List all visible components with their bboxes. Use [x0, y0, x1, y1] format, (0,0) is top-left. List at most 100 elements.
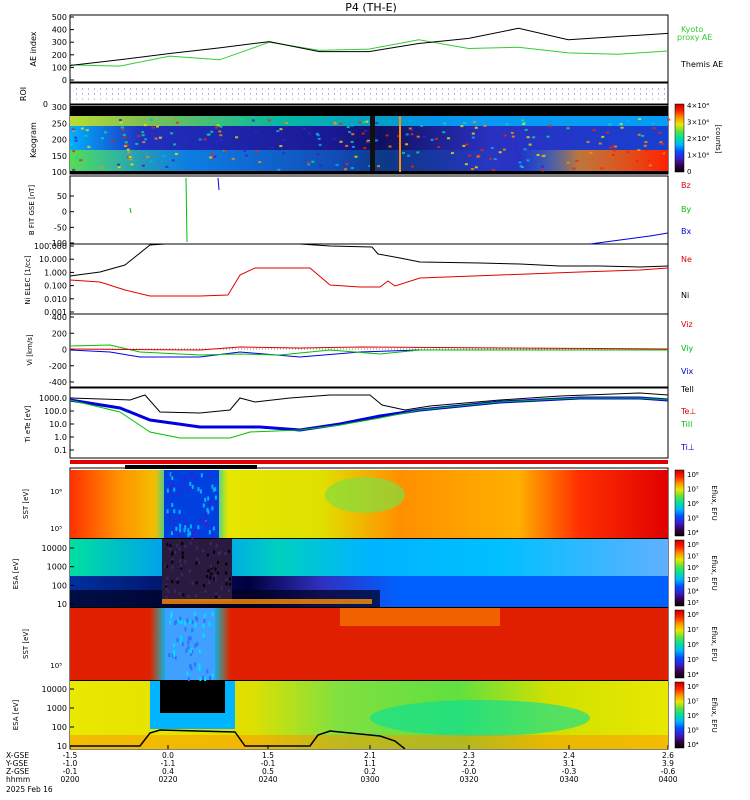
keogram-pixel: [423, 135, 426, 138]
by-fragment: [129, 207, 132, 214]
sst-electron-pixel: [170, 612, 173, 616]
keogram-pixel: [410, 165, 414, 168]
sst-ion-pixel: [206, 507, 209, 512]
sst-ion-pixel: [175, 526, 178, 531]
keogram-pixel: [111, 139, 114, 142]
temperature-panel: Ti eTe [eV] 0.1 1.0 10.0 100.0 1000.0 Tell T…: [24, 385, 696, 455]
sst-ion-pixel: [172, 529, 175, 534]
sst-electron-pixel: [198, 649, 201, 654]
keogram-pixel: [332, 137, 336, 140]
keogram-pixel: [638, 118, 642, 121]
xaxis-tick-1-3: 1.1: [364, 759, 376, 768]
esa-ion-pixel: [216, 571, 219, 575]
colorbar-0-tick-2: 10⁶: [687, 500, 699, 508]
colorbar-0-tick-1: 10⁷: [687, 486, 699, 494]
keogram-pixel: [171, 159, 175, 162]
sst-ion-pixel: [179, 528, 182, 533]
keogram-pixel: [363, 147, 367, 150]
keogram-pixel: [165, 165, 169, 168]
keogram-pixel: [592, 129, 596, 132]
esa-electron-ytick-label-2: 1000: [47, 704, 67, 713]
sst-ion-pixel: [178, 516, 181, 521]
keogram-ytick-label-0: 100: [52, 168, 67, 177]
keogram-pixel: [273, 123, 277, 126]
esa-ion-ytick-label-3: 10000: [42, 544, 67, 553]
sst-electron-pixel: [193, 662, 196, 667]
esa-ion-panel: ESA [eV] 10 100 1000 10000: [12, 539, 668, 609]
esa-electron-potential-line: [70, 729, 406, 750]
esa-ion-ytick-label-1: 100: [52, 581, 67, 590]
esa-ion-pixel: [166, 543, 169, 546]
sst-ion-pixel: [166, 509, 169, 514]
keogram-pixel: [239, 118, 243, 120]
sst-electron-pixel: [196, 642, 199, 646]
esa-ion-pixel: [187, 594, 190, 598]
sst-ion-pixel: [175, 492, 178, 497]
esa-ion-pixel: [225, 582, 228, 586]
sst-electron-pixel: [190, 652, 193, 656]
keogram-pixel: [276, 130, 280, 133]
velocity-ytick-label-4: 400: [52, 313, 67, 322]
keogram-pixel: [205, 147, 209, 150]
keogram-pixel: [307, 161, 310, 164]
sst-ion-pixel: [209, 499, 212, 504]
keogram-pixel: [244, 154, 248, 157]
xaxis-tick-2-6: -0.6: [661, 767, 676, 776]
keogram-pixel: [667, 118, 671, 121]
esa-ion-pixel: [215, 544, 218, 548]
keogram-pixel: [465, 143, 469, 146]
esa-ion-pixel: [181, 555, 184, 559]
spectrogram-colorbar-3: [674, 681, 685, 749]
keogram-pixel: [664, 162, 668, 165]
keogram-pixel: [490, 147, 494, 150]
esa-ion-pixel: [172, 551, 175, 555]
keogram-pixel: [385, 134, 389, 137]
sst-ion-pixel: [202, 503, 205, 508]
sst-electron-pixel: [198, 663, 201, 668]
keogram-pixel: [516, 151, 520, 154]
legend-kyoto: Kyoto: [681, 25, 703, 34]
xaxis-row-label-0: X-GSE: [6, 751, 29, 760]
bx-trace: [589, 232, 669, 245]
keogram-ylabel: Keogram: [29, 122, 38, 158]
keogram-pixel: [121, 128, 125, 131]
keogram-pixel: [354, 155, 358, 158]
keogram-pixel: [223, 150, 227, 153]
xaxis-tick-0-6: 2.6: [662, 751, 674, 760]
keogram-pixel: [471, 132, 475, 135]
keogram-pixel: [606, 131, 609, 134]
keogram-pixel: [125, 143, 129, 146]
panel-frame-6: [69, 387, 669, 459]
xaxis-tick-1-5: 3.1: [563, 759, 575, 768]
keogram-pixel: [154, 137, 158, 140]
keogram-pixel: [283, 139, 287, 141]
sst-ion-pixel: [192, 534, 195, 539]
keogram-pixel: [350, 124, 354, 127]
keogram-pixel: [215, 141, 219, 143]
sst-electron-pixel: [173, 649, 176, 654]
esa-ion-pixel: [169, 544, 172, 548]
colorbar-3-tick-1: 10⁷: [687, 698, 699, 706]
keogram-pixel: [572, 167, 576, 170]
sst-ion-pixel: [184, 525, 187, 530]
keogram-pixel: [123, 136, 127, 139]
keogram-pixel: [526, 136, 530, 139]
spectrogram-colorbar-0: [674, 469, 685, 537]
keogram-pixel: [524, 128, 528, 131]
sst-electron-pixel: [168, 653, 171, 657]
sst-electron-pixel: [184, 621, 186, 625]
keogram-pixel: [141, 131, 145, 134]
sst-ion-pixel: [215, 501, 218, 506]
esa-electron-panel: ESA [eV] 10 100 1000 10000: [12, 681, 668, 751]
te-line: [69, 392, 669, 414]
sst-electron-pixel: [174, 655, 177, 660]
xaxis-tick-0-1: 0.0: [162, 751, 174, 760]
keogram-pixel: [519, 165, 523, 168]
sst-electron-pixel: [191, 649, 193, 654]
esa-ion-pixel: [189, 541, 192, 545]
keogram-pixel: [339, 140, 343, 143]
density-ylabel: Ni ELEC [1/cc]: [24, 255, 32, 305]
sst-electron-pixel: [190, 666, 193, 671]
spectrogram-colorbar-1: [674, 539, 685, 607]
keogram-pixel: [510, 131, 514, 134]
